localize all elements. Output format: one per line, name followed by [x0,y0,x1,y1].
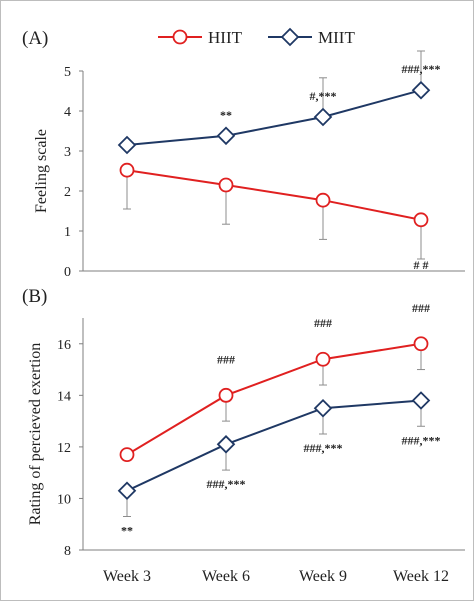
y-tick-label: 3 [64,145,71,160]
series-miit: ** ###,*** ###,*** ###,*** [117,391,441,537]
y-axis-title: Rating of percieved exertion [27,343,44,526]
series-miit: ** #,*** ###,*** [117,50,441,155]
data-point [411,80,431,100]
series-line [126,169,422,221]
significance-annotation: # # [414,258,429,272]
significance-annotation: ### [412,301,430,315]
data-point [315,351,331,367]
panel-a: (A) 0 1 2 3 4 5 Feeling scale # # ** #,*** ###,*** [22,28,465,280]
data-point [119,447,135,463]
data-point [411,391,431,410]
data-point [413,336,429,352]
y-tick-label: 0 [64,265,71,280]
significance-annotation: ### [217,352,235,366]
data-point [218,387,234,403]
series-line [126,399,422,492]
series-line [126,89,422,146]
significance-annotation: ###,*** [207,477,246,491]
panel-label: (B) [22,286,47,307]
series-hiit: # # [119,162,429,272]
significance-annotation: ###,*** [304,441,343,455]
y-tick-label: 14 [57,389,71,404]
data-point [313,107,333,127]
x-tick-label: Week 12 [393,568,449,585]
legend-marker-miit [280,27,300,47]
significance-annotation: #,*** [310,89,337,103]
y-tick-label: 1 [64,225,71,240]
legend: HIIT MIIT [158,27,355,47]
significance-annotation: ** [220,108,232,122]
significance-annotation: ### [314,316,332,330]
y-tick-label: 16 [57,338,71,353]
legend-label-miit: MIIT [318,28,355,47]
y-tick-label: 4 [64,105,71,120]
data-point [313,398,333,418]
significance-annotation: ###,*** [402,433,441,447]
panel-b: (B) 8 10 12 14 16 Rating of percieved exertion… [22,286,465,585]
legend-label-hiit: HIIT [208,28,243,47]
x-tick-label: Week 9 [299,568,347,585]
data-point [117,135,137,155]
y-tick-label: 2 [64,185,71,200]
legend-marker-hiit [172,29,188,45]
data-point [117,481,137,500]
series-hiit: ### ### ### [119,301,430,463]
y-tick-label: 8 [64,544,71,559]
y-tick-label: 10 [57,492,71,507]
data-point [413,212,429,228]
significance-annotation: ###,*** [402,62,441,76]
data-point [315,192,331,208]
series-line [126,342,422,456]
y-tick-label: 5 [64,65,71,80]
x-tick-label: Week 6 [202,568,250,585]
data-point [216,435,236,454]
x-tick-label: Week 3 [103,568,151,585]
data-point [216,126,236,146]
y-tick-label: 12 [57,441,71,456]
panel-label: (A) [22,28,48,49]
significance-annotation: ** [121,523,133,537]
y-axis-title: Feeling scale [33,129,50,213]
data-point [119,162,135,178]
data-point [218,177,234,193]
